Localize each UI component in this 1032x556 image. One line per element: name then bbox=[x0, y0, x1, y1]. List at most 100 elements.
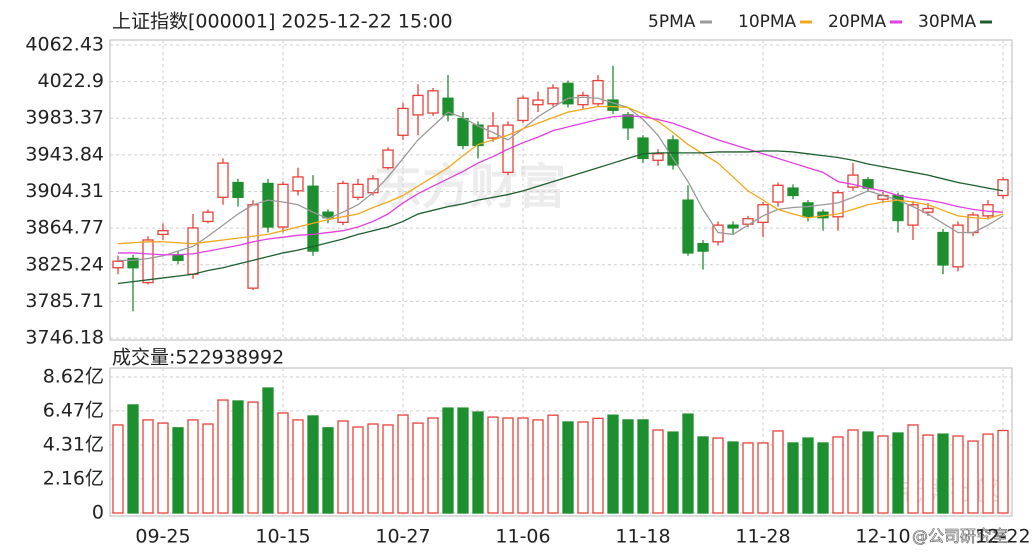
candle-body bbox=[517, 97, 529, 122]
candle-body bbox=[757, 204, 769, 224]
candle-body bbox=[847, 174, 859, 188]
y-tick-label: 3825.24 bbox=[25, 253, 104, 275]
volume-bar bbox=[112, 424, 124, 514]
watermark: @公司研究室 bbox=[912, 527, 1008, 546]
x-tick-label: 11-06 bbox=[495, 526, 550, 548]
volume-bar bbox=[502, 417, 514, 514]
x-tick-label: 11-28 bbox=[735, 526, 790, 548]
volume-title: 成交量:522938992 bbox=[112, 347, 284, 369]
candle-body bbox=[127, 257, 139, 269]
candle-body bbox=[367, 178, 379, 194]
y-tick-label: 3904.31 bbox=[25, 180, 104, 202]
candle-body bbox=[727, 224, 739, 229]
candle-body bbox=[307, 185, 319, 252]
volume-bar bbox=[952, 435, 964, 514]
candle-body bbox=[322, 211, 334, 219]
volume-bar bbox=[622, 419, 634, 514]
volume-bar bbox=[442, 407, 454, 514]
volume-bar bbox=[772, 430, 784, 514]
candle-body bbox=[532, 99, 544, 106]
x-tick-label: 10-15 bbox=[255, 526, 310, 548]
legend-label: 20PMA bbox=[828, 12, 887, 32]
ma-line bbox=[118, 96, 1004, 261]
legend-label: 5PMA bbox=[648, 12, 696, 32]
volume-bar bbox=[997, 429, 1009, 514]
volume-bar bbox=[817, 442, 829, 514]
price-frame bbox=[109, 39, 1013, 341]
volume-bar bbox=[712, 437, 724, 514]
y-tick-label: 4062.43 bbox=[25, 34, 104, 56]
volume-frame bbox=[109, 367, 1013, 517]
volume-bar bbox=[907, 424, 919, 514]
volume-bar bbox=[277, 412, 289, 514]
volume-bar bbox=[862, 431, 874, 514]
volume-bar bbox=[967, 440, 979, 514]
volume-bar bbox=[532, 419, 544, 514]
volume-bar bbox=[682, 413, 694, 514]
y-tick-label: 3746.18 bbox=[25, 327, 104, 349]
candle-body bbox=[622, 114, 634, 129]
candle-body bbox=[472, 124, 484, 147]
candle-body bbox=[997, 179, 1009, 197]
volume-bar bbox=[847, 429, 859, 514]
candle-body bbox=[202, 211, 214, 223]
volume-bar bbox=[787, 442, 799, 514]
volume-bar bbox=[922, 434, 934, 514]
legend-label: 10PMA bbox=[738, 12, 797, 32]
volume-bar bbox=[592, 417, 604, 514]
volume-bar bbox=[202, 423, 214, 514]
volume-bar bbox=[307, 415, 319, 514]
x-tick-label: 11-18 bbox=[615, 526, 670, 548]
candle-body bbox=[247, 204, 259, 289]
volume-bar bbox=[367, 423, 379, 514]
volume-bar bbox=[577, 421, 589, 514]
volume-bar bbox=[472, 411, 484, 514]
volume-bar bbox=[262, 387, 274, 514]
x-tick-label: 10-27 bbox=[375, 526, 430, 548]
candle-body bbox=[292, 176, 304, 192]
volume-bar bbox=[607, 414, 619, 514]
ma-line bbox=[118, 115, 1004, 256]
volume-bar bbox=[217, 399, 229, 514]
volume-bar bbox=[667, 431, 679, 514]
volume-bar bbox=[457, 407, 469, 514]
volume-bar bbox=[172, 427, 184, 514]
candle-body bbox=[547, 87, 559, 105]
volume-bar bbox=[382, 424, 394, 514]
candle-body bbox=[397, 107, 409, 136]
volume-bar bbox=[322, 427, 334, 514]
ma-line bbox=[117, 105, 1004, 245]
candle-body bbox=[697, 243, 709, 252]
volume-bar bbox=[832, 436, 844, 514]
volume-bar bbox=[637, 419, 649, 514]
ma-line bbox=[117, 150, 1004, 285]
volume-bar bbox=[517, 417, 529, 514]
x-tick-label: 12-22 bbox=[975, 526, 1030, 548]
volume-bar bbox=[757, 442, 769, 514]
volume-bar bbox=[157, 422, 169, 514]
volume-bar bbox=[427, 417, 439, 514]
volume-bar bbox=[562, 421, 574, 514]
candle-body bbox=[682, 199, 694, 254]
y-tick-label: 8.62亿 bbox=[43, 366, 104, 388]
candle-body bbox=[787, 187, 799, 197]
chart-title: 上证指数[000001] 2025-12-22 15:00 bbox=[112, 11, 453, 33]
candle-body bbox=[922, 207, 934, 213]
volume-bar bbox=[937, 433, 949, 514]
candle-body bbox=[457, 117, 469, 147]
volume-bar bbox=[697, 436, 709, 514]
y-tick-label: 4.31亿 bbox=[43, 434, 104, 456]
volume-bar bbox=[727, 441, 739, 514]
candle-body bbox=[112, 260, 124, 269]
candle-body bbox=[142, 239, 154, 284]
candle-body bbox=[427, 90, 439, 114]
y-tick-label: 2.16亿 bbox=[43, 467, 104, 489]
candle-body bbox=[187, 227, 199, 275]
candle-body bbox=[592, 79, 604, 105]
candle-body bbox=[772, 184, 784, 203]
volume-bar bbox=[187, 419, 199, 514]
volume-bar bbox=[337, 420, 349, 514]
legend-label: 30PMA bbox=[918, 12, 977, 32]
